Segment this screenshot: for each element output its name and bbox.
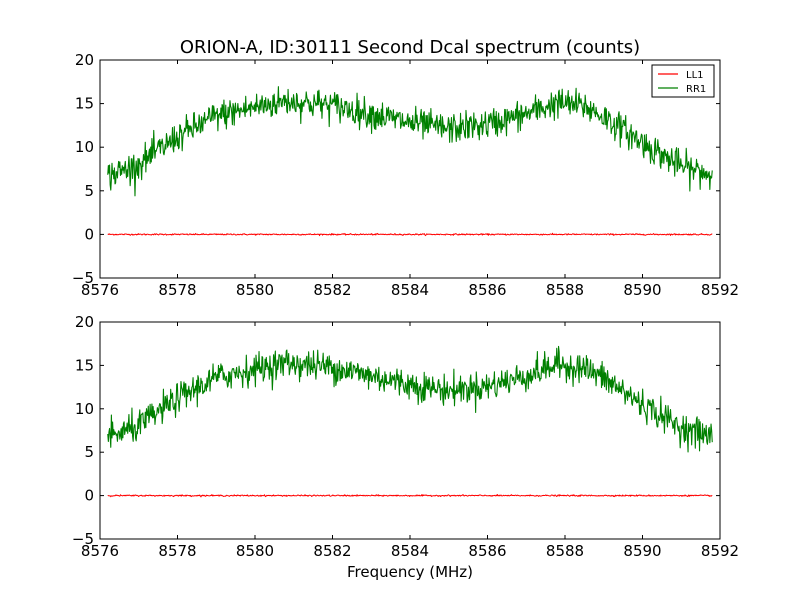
x-tick-label: 8590 xyxy=(623,542,661,560)
legend-label-ll1: LL1 xyxy=(686,70,704,81)
series-line-ll1-panel-1 xyxy=(107,232,713,237)
x-tick-label: 8592 xyxy=(701,542,739,560)
y-tick-label: 5 xyxy=(84,182,94,200)
x-tick-label: 8578 xyxy=(158,281,196,299)
legend-box xyxy=(651,64,715,98)
x-tick-label: 8576 xyxy=(81,281,119,299)
legend-label-rr1: RR1 xyxy=(686,84,706,95)
plot-panel-2: 8576 8578 8580 8582 8584 8586 8588 8590 8592 −5 0 5… xyxy=(72,313,739,560)
y-tick-label: 15 xyxy=(75,356,94,374)
y-tick-label: 0 xyxy=(84,487,94,505)
x-tick-label: 8576 xyxy=(81,542,119,560)
y-tick-label: 10 xyxy=(75,138,94,156)
y-tick-label: 20 xyxy=(75,313,94,331)
x-tick-label: 8580 xyxy=(236,542,274,560)
series-line-ll1-panel-2 xyxy=(107,494,713,498)
x-tick-label: 8578 xyxy=(158,542,196,560)
y-tick-label: −5 xyxy=(72,530,94,548)
y-tick-label: 0 xyxy=(84,225,94,243)
y-tick-label: 10 xyxy=(75,400,94,418)
y-tick-label: 20 xyxy=(75,51,94,69)
y-tick-label: 5 xyxy=(84,443,94,461)
x-tick-label: 8590 xyxy=(623,281,661,299)
y-tick-label: 15 xyxy=(75,95,94,113)
series-line-rr1-panel-2 xyxy=(107,345,713,453)
series-line-rr1-panel-1 xyxy=(107,86,713,197)
x-tick-label: 8580 xyxy=(236,281,274,299)
x-tick-label: 8586 xyxy=(468,542,506,560)
x-tick-label: 8582 xyxy=(313,542,351,560)
x-tick-label: 8582 xyxy=(313,281,351,299)
x-tick-label: 8584 xyxy=(391,281,429,299)
x-axis-label: Frequency (MHz) xyxy=(347,563,473,581)
x-tick-label: 8588 xyxy=(546,542,584,560)
x-tick-label: 8586 xyxy=(468,281,506,299)
x-tick-label: 8592 xyxy=(701,281,739,299)
x-tick-label: 8584 xyxy=(391,542,429,560)
plot-panel-1: 8576 8578 8580 8582 8584 8586 8588 8590 8592 −5 0 5… xyxy=(72,51,739,299)
x-tick-label: 8588 xyxy=(546,281,584,299)
y-tick-label: −5 xyxy=(72,269,94,287)
chart-title: ORION-A, ID:30111 Second Dcal spectrum (… xyxy=(180,37,640,58)
